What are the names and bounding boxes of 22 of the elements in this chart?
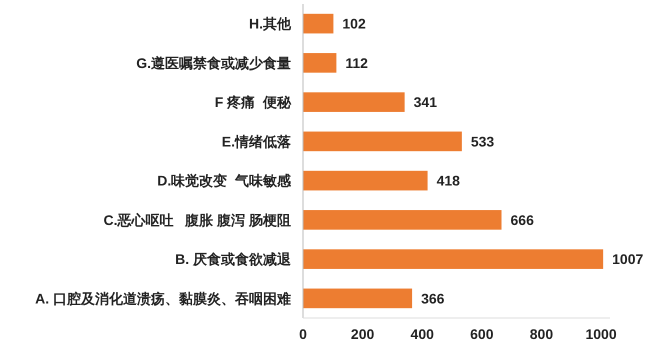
data-label: 418 <box>436 172 460 189</box>
y-tick-label: H.其他 <box>249 16 292 32</box>
x-tick-label: 400 <box>410 326 434 342</box>
x-tick-label: 1000 <box>585 326 617 342</box>
x-tick-label: 800 <box>530 326 554 342</box>
data-label: 533 <box>470 133 494 150</box>
x-tick-label: 0 <box>299 326 308 342</box>
data-label: 1007 <box>612 251 644 268</box>
y-tick-label: C.恶心呕吐 腹胀 腹泻 肠梗阻 <box>104 212 291 228</box>
y-tick-label: A. 口腔及消化道溃疡、黏膜炎、吞咽困难 <box>35 290 291 306</box>
y-tick-label: F 疼痛 便秘 <box>214 94 292 110</box>
y-tick-label: E.情绪低落 <box>222 133 292 150</box>
data-label: 112 <box>345 54 368 71</box>
y-tick-label: G.遵医嘱禁食或减少食量 <box>136 54 291 71</box>
data-label: 666 <box>510 212 534 228</box>
data-label: 102 <box>342 16 366 32</box>
x-tick-label: 200 <box>350 326 375 342</box>
y-tick-label: D.味觉改变 气味敏感 <box>157 172 292 189</box>
x-tick-label: 600 <box>470 326 494 342</box>
data-label: 366 <box>421 290 445 306</box>
data-label: 341 <box>414 94 438 110</box>
y-tick-label: B. 厌食或食欲减退 <box>175 251 292 268</box>
